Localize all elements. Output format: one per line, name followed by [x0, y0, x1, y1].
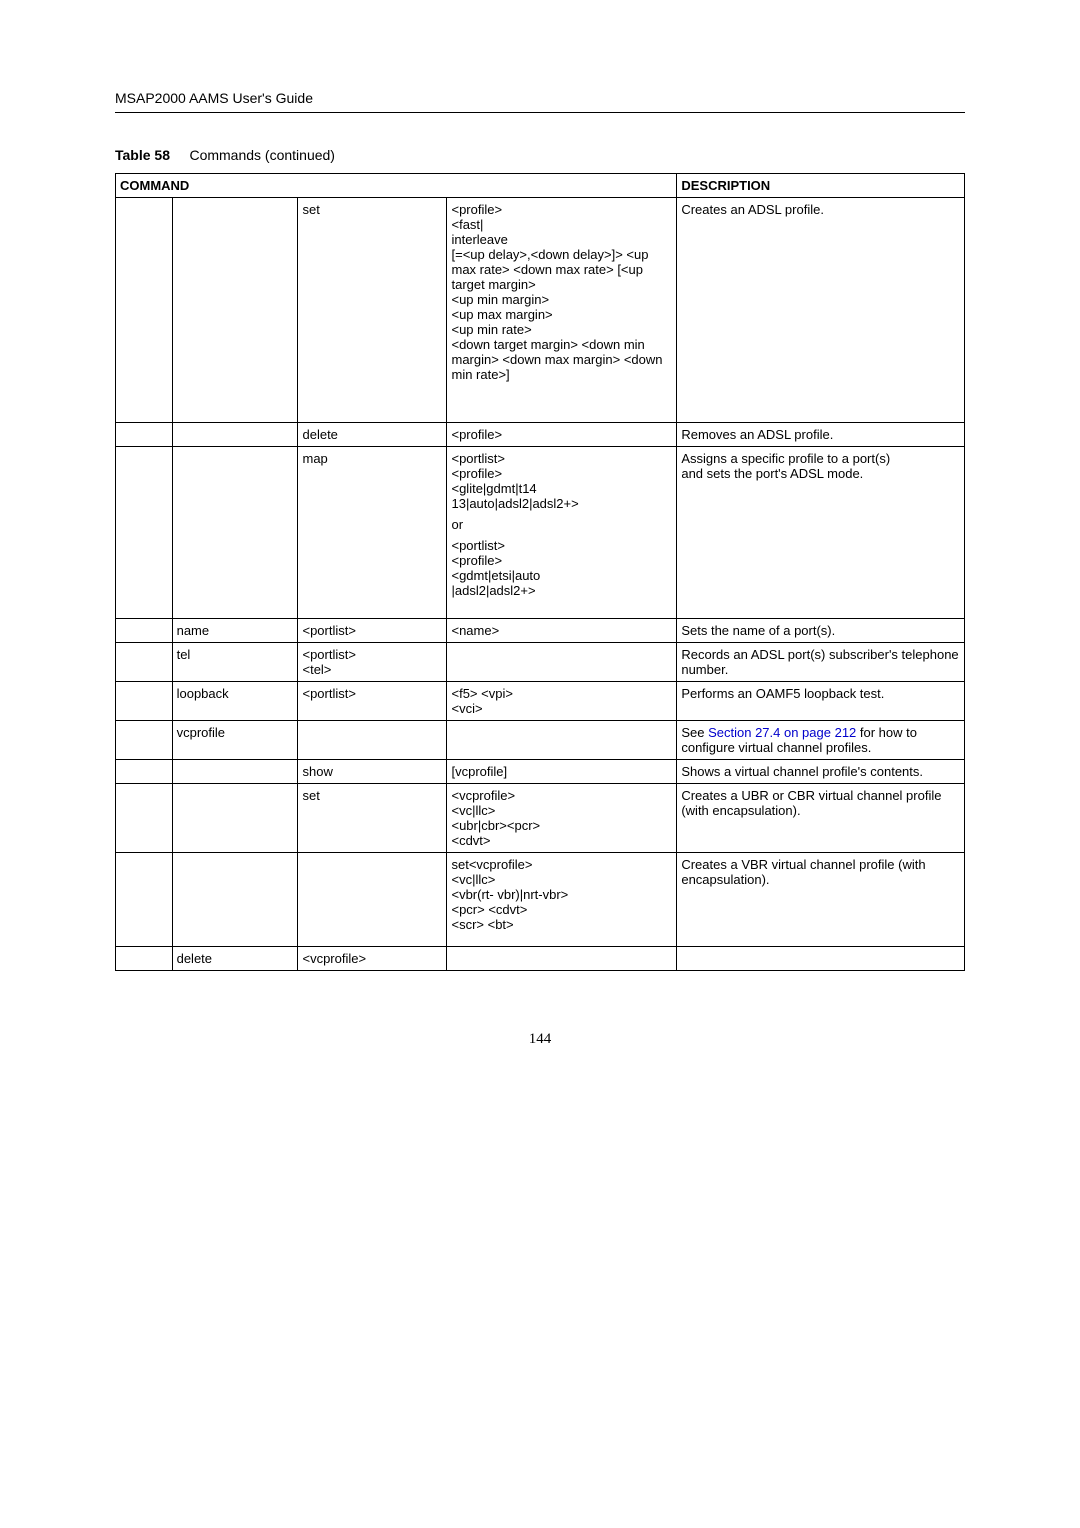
- page-container: MSAP2000 AAMS User's Guide Table 58 Comm…: [0, 0, 1080, 1088]
- cell: [172, 760, 298, 784]
- cell: [298, 721, 447, 760]
- cell: <portlist>: [298, 682, 447, 721]
- cell: <name>: [447, 619, 677, 643]
- cell: delete: [172, 947, 298, 971]
- cell: delete: [298, 423, 447, 447]
- cell: <profile> <fast| interleave [=<up delay>…: [447, 198, 677, 423]
- cell-text: <portlist> <profile> <glite|gdmt|t14 13|…: [451, 451, 672, 511]
- table-row: set <profile> <fast| interleave [=<up de…: [116, 198, 965, 423]
- cell: [116, 760, 173, 784]
- table-row: vcprofile See Section 27.4 on page 212 f…: [116, 721, 965, 760]
- cell: <portlist> <tel>: [298, 643, 447, 682]
- cell: set: [298, 784, 447, 853]
- table-row: delete <vcprofile>: [116, 947, 965, 971]
- table-caption-text: Commands (continued): [189, 147, 335, 163]
- cell: [116, 682, 173, 721]
- cell: [172, 447, 298, 619]
- cell: Removes an ADSL profile.: [677, 423, 965, 447]
- cell: <vcprofile> <vc|llc> <ubr|cbr><pcr> <cdv…: [447, 784, 677, 853]
- cell: Shows a virtual channel profile's conten…: [677, 760, 965, 784]
- cell: <vcprofile>: [298, 947, 447, 971]
- cell: [116, 947, 173, 971]
- cell: [vcprofile]: [447, 760, 677, 784]
- cell: [172, 423, 298, 447]
- cell: loopback: [172, 682, 298, 721]
- cell: tel: [172, 643, 298, 682]
- cell: map: [298, 447, 447, 619]
- cell-text: <portlist> <profile> <gdmt|etsi|auto |ad…: [451, 538, 672, 608]
- cell-text: or: [451, 517, 672, 532]
- cell: [447, 721, 677, 760]
- section-link[interactable]: Section 27.4 on page 212: [708, 725, 856, 740]
- cell: <portlist> <profile> <glite|gdmt|t14 13|…: [447, 447, 677, 619]
- cell: [298, 853, 447, 947]
- table-header-row: COMMAND DESCRIPTION: [116, 174, 965, 198]
- table-row: tel <portlist> <tel> Records an ADSL por…: [116, 643, 965, 682]
- cell: See Section 27.4 on page 212 for how to …: [677, 721, 965, 760]
- table-caption: Table 58 Commands (continued): [115, 147, 965, 163]
- cell: [116, 853, 173, 947]
- table-row: set<vcprofile> <vc|llc> <vbr(rt- vbr)|nr…: [116, 853, 965, 947]
- table-caption-label: Table 58: [115, 147, 170, 163]
- cell: [116, 784, 173, 853]
- cell: Records an ADSL port(s) subscriber's tel…: [677, 643, 965, 682]
- cell: Creates a VBR virtual channel profile (w…: [677, 853, 965, 947]
- cell: <f5> <vpi> <vci>: [447, 682, 677, 721]
- cell: vcprofile: [172, 721, 298, 760]
- cell-text: See: [681, 725, 708, 740]
- table-row: map <portlist> <profile> <glite|gdmt|t14…: [116, 447, 965, 619]
- cell: [172, 198, 298, 423]
- cell: set<vcprofile> <vc|llc> <vbr(rt- vbr)|nr…: [447, 853, 677, 947]
- cell: [447, 947, 677, 971]
- th-description: DESCRIPTION: [677, 174, 965, 198]
- cell: [116, 721, 173, 760]
- cell: [677, 947, 965, 971]
- cell: [116, 447, 173, 619]
- cell: show: [298, 760, 447, 784]
- cell: <portlist>: [298, 619, 447, 643]
- cell: Sets the name of a port(s).: [677, 619, 965, 643]
- cell: name: [172, 619, 298, 643]
- cell: [116, 619, 173, 643]
- th-command: COMMAND: [116, 174, 677, 198]
- cell: [447, 643, 677, 682]
- cell: [116, 423, 173, 447]
- table-row: name <portlist> <name> Sets the name of …: [116, 619, 965, 643]
- cell: <profile>: [447, 423, 677, 447]
- table-row: loopback <portlist> <f5> <vpi> <vci> Per…: [116, 682, 965, 721]
- cell: Assigns a specific profile to a port(s) …: [677, 447, 965, 619]
- cell: [116, 198, 173, 423]
- table-row: delete <profile> Removes an ADSL profile…: [116, 423, 965, 447]
- cell: Performs an OAMF5 loopback test.: [677, 682, 965, 721]
- cell: set: [298, 198, 447, 423]
- commands-table: COMMAND DESCRIPTION set <profile> <fast|…: [115, 173, 965, 971]
- doc-header: MSAP2000 AAMS User's Guide: [115, 90, 965, 113]
- table-row: set <vcprofile> <vc|llc> <ubr|cbr><pcr> …: [116, 784, 965, 853]
- cell: Creates a UBR or CBR virtual channel pro…: [677, 784, 965, 853]
- cell: [172, 784, 298, 853]
- table-row: show [vcprofile] Shows a virtual channel…: [116, 760, 965, 784]
- cell: Creates an ADSL profile.: [677, 198, 965, 423]
- cell: [172, 853, 298, 947]
- cell: [116, 643, 173, 682]
- page-number: 144: [115, 1031, 965, 1048]
